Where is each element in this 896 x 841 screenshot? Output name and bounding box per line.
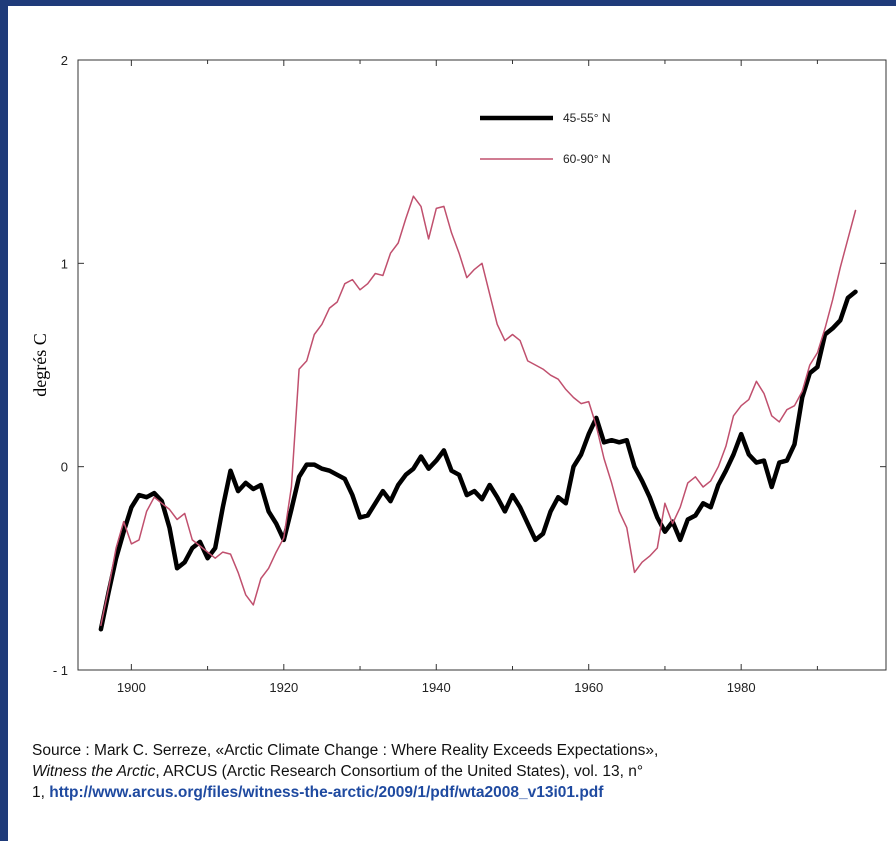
series-layer bbox=[98, 195, 858, 632]
x-tick-label: 1960 bbox=[574, 680, 603, 695]
x-tick-label: 1980 bbox=[727, 680, 756, 695]
caption-publisher: , ARCUS (Arctic Research Consortium of t… bbox=[155, 763, 644, 780]
y-tick-label: 0 bbox=[61, 460, 68, 475]
temperature-chart: 1900 1920 1940 1960 1980 - 1 0 1 2 45-55° N 60-9… bbox=[30, 53, 887, 695]
x-tick-label: 1920 bbox=[269, 680, 298, 695]
y-axis-label: degrés C bbox=[30, 333, 50, 396]
legend: 45-55° N 60-90° N bbox=[480, 111, 611, 166]
caption-issue: 1, bbox=[32, 784, 45, 801]
x-tick-label: 1900 bbox=[117, 680, 146, 695]
caption-publication: Witness the Arctic bbox=[32, 763, 156, 780]
series-line-arctic bbox=[100, 195, 857, 627]
caption-source: Source : Mark C. Serreze, «Arctic Climat… bbox=[32, 742, 659, 759]
plot-area bbox=[77, 59, 887, 671]
y-tick-label: 1 bbox=[61, 256, 68, 271]
y-tick-label: - 1 bbox=[53, 663, 68, 678]
legend-label: 45-55° N bbox=[563, 111, 611, 125]
x-axis: 1900 1920 1940 1960 1980 bbox=[117, 60, 818, 695]
series-line-midlatitude bbox=[98, 289, 858, 632]
source-caption: Source : Mark C. Serreze, «Arctic Climat… bbox=[32, 740, 888, 803]
y-tick-label: 2 bbox=[61, 53, 68, 68]
source-link[interactable]: http://www.arcus.org/files/witness-the-a… bbox=[49, 784, 604, 801]
x-tick-label: 1940 bbox=[422, 680, 451, 695]
plot-border bbox=[77, 59, 887, 671]
legend-label: 60-90° N bbox=[563, 152, 611, 166]
y-axis: - 1 0 1 2 bbox=[53, 53, 886, 678]
